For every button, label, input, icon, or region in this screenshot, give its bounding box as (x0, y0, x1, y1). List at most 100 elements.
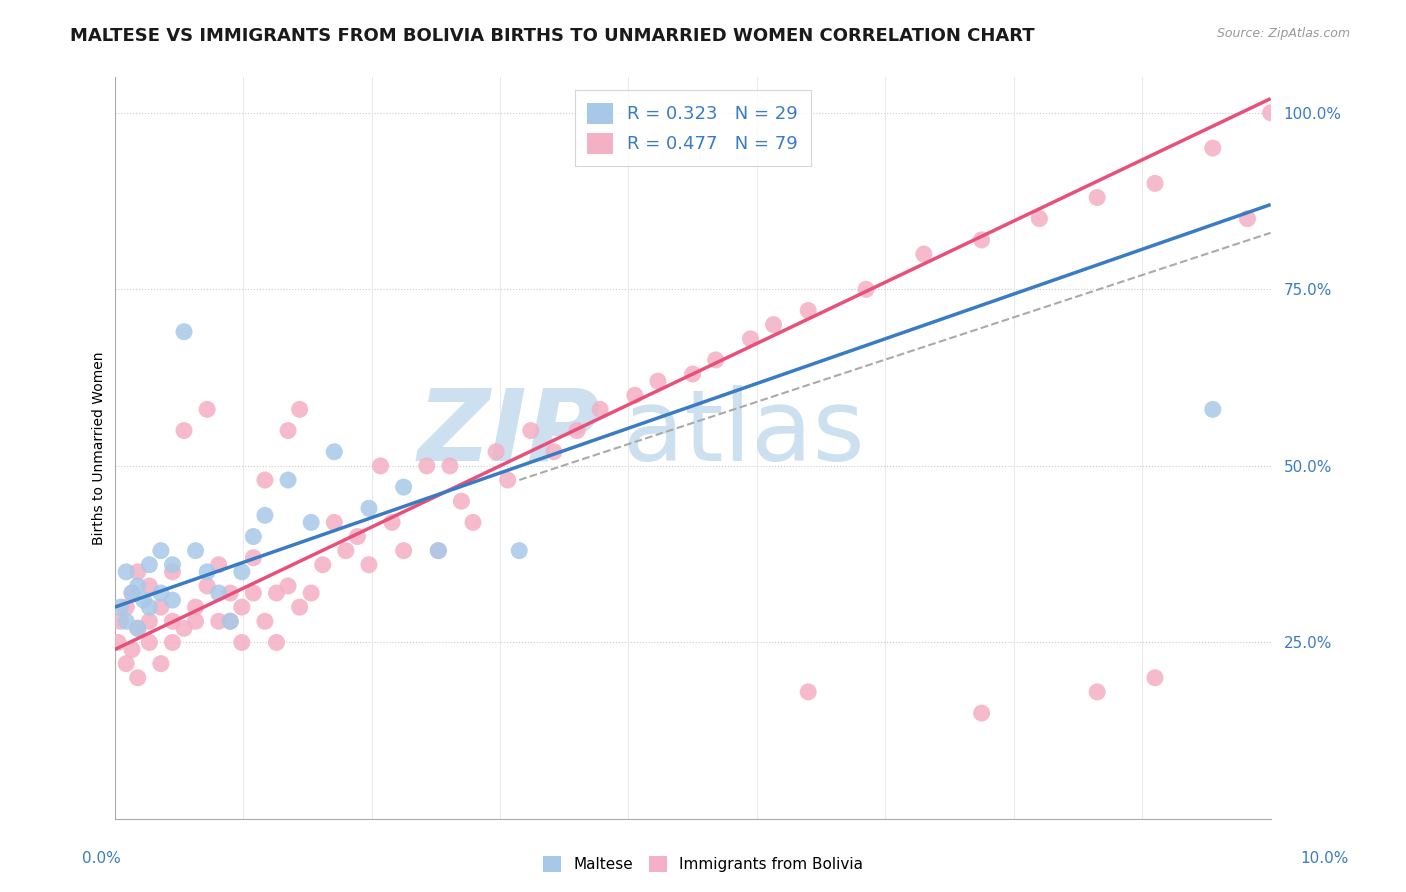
Point (288, 402, 311, 417)
Point (520, 424, 543, 438)
Point (173, 621, 195, 635)
Point (195, 402, 218, 417)
Point (184, 543, 207, 558)
Point (162, 635, 184, 649)
Point (115, 600, 138, 615)
Text: MALTESE VS IMMIGRANTS FROM BOLIVIA BIRTHS TO UNMARRIED WOMEN CORRELATION CHART: MALTESE VS IMMIGRANTS FROM BOLIVIA BIRTH… (70, 27, 1035, 45)
Point (392, 543, 415, 558)
Point (346, 529, 368, 543)
Point (162, 565, 184, 579)
Point (1143, 177, 1166, 191)
Y-axis label: Births to Unmarried Women: Births to Unmarried Women (93, 351, 107, 545)
Point (416, 458, 439, 473)
Point (242, 550, 264, 565)
Point (797, 303, 820, 318)
Point (970, 706, 993, 720)
Point (219, 614, 242, 628)
Point (231, 600, 253, 615)
Point (1085, 190, 1108, 204)
Point (162, 593, 184, 607)
Point (312, 558, 335, 572)
Point (299, 516, 322, 530)
Point (704, 353, 727, 368)
Point (1028, 211, 1050, 226)
Point (323, 444, 346, 458)
Point (288, 600, 311, 615)
Point (357, 558, 380, 572)
Point (149, 657, 172, 671)
Point (110, 614, 132, 628)
Point (855, 282, 877, 296)
Point (647, 374, 669, 388)
Point (299, 586, 322, 600)
Point (439, 458, 461, 473)
Point (1085, 685, 1108, 699)
Point (266, 586, 288, 600)
Point (508, 543, 530, 558)
Point (162, 558, 184, 572)
Point (370, 458, 392, 473)
Point (121, 642, 143, 657)
Point (357, 501, 380, 516)
Point (184, 600, 207, 615)
Point (115, 657, 138, 671)
Text: atlas: atlas (623, 385, 865, 482)
Point (253, 473, 276, 487)
Text: Source: ZipAtlas.com: Source: ZipAtlas.com (1216, 27, 1350, 40)
Point (242, 586, 264, 600)
Point (242, 529, 264, 543)
Point (1202, 141, 1225, 155)
Point (208, 614, 231, 628)
Point (149, 543, 172, 558)
Legend: R = 0.323   N = 29, R = 0.477   N = 79: R = 0.323 N = 29, R = 0.477 N = 79 (575, 90, 810, 166)
Point (253, 508, 276, 523)
Point (115, 565, 138, 579)
Point (427, 543, 450, 558)
Point (912, 247, 935, 261)
Text: 0.0%: 0.0% (82, 852, 121, 866)
Point (127, 579, 149, 593)
Point (107, 635, 129, 649)
Point (392, 480, 415, 494)
Point (253, 614, 276, 628)
Point (115, 614, 138, 628)
Point (1236, 211, 1258, 226)
Point (127, 565, 149, 579)
Point (138, 558, 160, 572)
Point (277, 424, 299, 438)
Point (335, 543, 357, 558)
Point (277, 473, 299, 487)
Point (219, 614, 242, 628)
Point (381, 516, 404, 530)
Point (138, 614, 160, 628)
Point (740, 332, 762, 346)
Point (149, 586, 172, 600)
Point (127, 621, 149, 635)
Point (162, 614, 184, 628)
Point (450, 494, 472, 508)
Point (219, 586, 242, 600)
Point (132, 593, 155, 607)
Point (496, 473, 519, 487)
Point (1260, 105, 1282, 120)
Point (121, 586, 143, 600)
Point (110, 600, 132, 615)
Point (195, 565, 218, 579)
Text: 10.0%: 10.0% (1301, 852, 1348, 866)
Point (427, 543, 450, 558)
Point (231, 635, 253, 649)
Point (797, 685, 820, 699)
Point (173, 325, 195, 339)
Point (682, 367, 704, 381)
Point (138, 635, 160, 649)
Point (266, 635, 288, 649)
Point (173, 424, 195, 438)
Point (543, 444, 565, 458)
Legend: Maltese, Immigrants from Bolivia: Maltese, Immigrants from Bolivia (536, 848, 870, 880)
Point (208, 558, 231, 572)
Point (461, 516, 484, 530)
Point (138, 600, 160, 615)
Point (195, 579, 218, 593)
Point (138, 579, 160, 593)
Point (589, 402, 612, 417)
